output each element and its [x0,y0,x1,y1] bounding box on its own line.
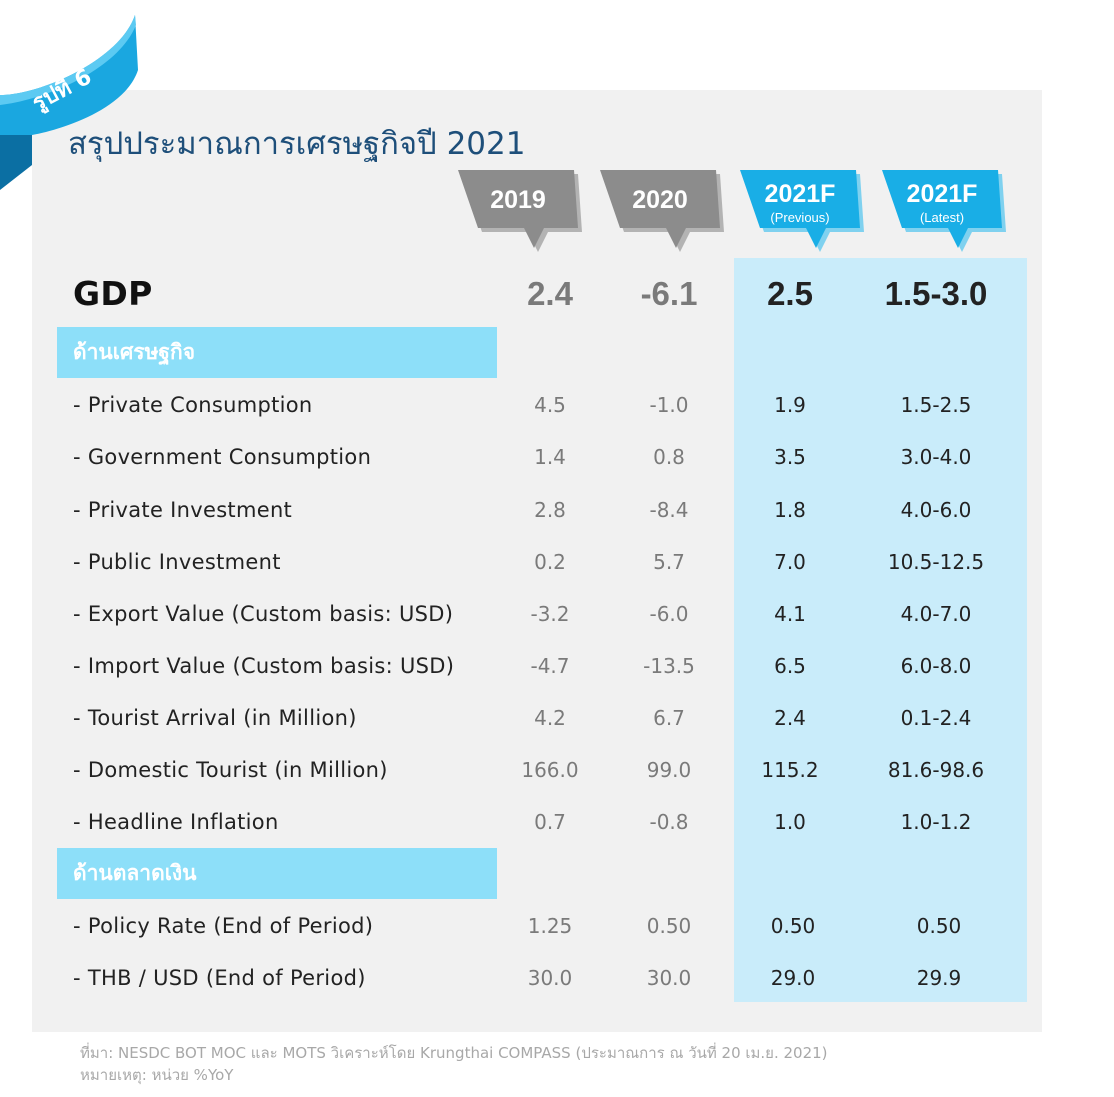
table-row: - THB / USD (End of Period) 30.0 30.0 29… [0,958,1114,998]
value-2021f-latest: 4.0-7.0 [900,602,972,626]
row-label: - Export Value (Custom basis: USD) [73,602,454,626]
column-year: 2021F [764,180,836,208]
table-row: - Public Investment 0.2 5.7 7.0 10.5-12.… [0,542,1114,582]
value-2020: 0.50 [646,914,692,938]
value-2020: -0.8 [649,810,689,834]
value-2021f-previous: 1.9 [774,393,806,417]
value-2021f-latest: 0.50 [916,914,962,938]
value-2021f-previous: 2.4 [774,706,806,730]
value-2020: 30.0 [646,966,692,990]
table-row: - Import Value (Custom basis: USD) -4.7 … [0,646,1114,686]
row-label: - Private Consumption [73,393,313,417]
section-header-money-market: ด้านตลาดเงิน [57,848,497,899]
value-2019: 2.8 [534,498,566,522]
table-row: - Export Value (Custom basis: USD) -3.2 … [0,594,1114,634]
unit-note: หมายเหตุ: หน่วย %YoY [80,1066,234,1084]
table-row: - Tourist Arrival (in Million) 4.2 6.7 2… [0,698,1114,738]
value-2021f-previous: 115.2 [761,758,819,782]
value-2020: -13.5 [643,654,695,678]
value-2021f-latest: 29.9 [916,966,962,990]
value-2020: 99.0 [646,758,692,782]
value-2021f-latest: 1.5-3.0 [884,275,988,312]
value-2019: 2.4 [527,275,573,312]
value-2021f-previous: 7.0 [774,550,806,574]
gray-tag-shape [458,170,582,252]
row-label: - Policy Rate (End of Period) [73,914,374,938]
page-title: สรุปประมาณการเศรษฐกิจปี 2021 [68,126,526,162]
value-2019: 166.0 [521,758,579,782]
column-sub: (Previous) [770,210,830,225]
value-2019: -4.7 [530,654,570,678]
value-2020: -6.0 [649,602,689,626]
row-label: - THB / USD (End of Period) [73,966,366,990]
blue-tag-shape [740,170,864,252]
blue-tag-shape [882,170,1006,252]
value-2019: 0.2 [534,550,566,574]
row-label: - Government Consumption [73,445,372,469]
value-2021f-latest: 4.0-6.0 [900,498,972,522]
column-year: 2020 [632,186,688,214]
value-2021f-previous: 4.1 [774,602,806,626]
value-2021f-latest: 81.6-98.6 [887,758,985,782]
value-2019: 4.2 [534,706,566,730]
forecast-highlight [734,258,1027,1002]
value-2021f-previous: 3.5 [774,445,806,469]
column-year: 2021F [906,180,978,208]
value-2019: 1.25 [527,914,573,938]
column-header-2019: 2019 [458,170,588,262]
value-2019: 4.5 [534,393,566,417]
row-label: - Import Value (Custom basis: USD) [73,654,455,678]
value-2019: 0.7 [534,810,566,834]
value-2021f-latest: 6.0-8.0 [900,654,972,678]
value-2021f-latest: 1.0-1.2 [900,810,972,834]
value-2019: 30.0 [527,966,573,990]
value-2020: 0.8 [653,445,685,469]
value-2021f-previous: 1.0 [774,810,806,834]
column-header-2021f-latest: 2021F (Latest) [882,170,1012,262]
value-2021f-previous: 6.5 [774,654,806,678]
row-label: - Domestic Tourist (in Million) [73,758,388,782]
row-label: - Private Investment [73,498,293,522]
row-label: GDP [73,274,153,313]
source-note: ที่มา: NESDC BOT MOC และ MOTS วิเคราะห์โ… [80,1044,828,1062]
table-row: - Domestic Tourist (in Million) 166.0 99… [0,750,1114,790]
value-2020: 6.7 [653,706,685,730]
column-header-2020: 2020 [600,170,730,262]
gdp-row: GDP 2.4 -6.1 2.5 1.5-3.0 [0,266,1114,322]
value-2021f-previous: 0.50 [770,914,816,938]
table-row: - Policy Rate (End of Period) 1.25 0.50 … [0,906,1114,946]
gray-tag-shape [600,170,724,252]
row-label: - Tourist Arrival (in Million) [73,706,357,730]
row-label: - Headline Inflation [73,810,279,834]
value-2019: -3.2 [530,602,570,626]
value-2021f-latest: 0.1-2.4 [900,706,972,730]
value-2020: -8.4 [649,498,689,522]
value-2021f-latest: 3.0-4.0 [900,445,972,469]
row-label: - Public Investment [73,550,281,574]
value-2021f-previous: 1.8 [774,498,806,522]
value-2021f-latest: 10.5-12.5 [887,550,985,574]
figure-ribbon [0,15,138,190]
table-row: - Headline Inflation 0.7 -0.8 1.0 1.0-1.… [0,802,1114,842]
value-2021f-latest: 1.5-2.5 [900,393,972,417]
table-row: - Government Consumption 1.4 0.8 3.5 3.0… [0,437,1114,477]
value-2020: 5.7 [653,550,685,574]
value-2019: 1.4 [534,445,566,469]
value-2020: -1.0 [649,393,689,417]
column-year: 2019 [490,186,546,214]
value-2021f-previous: 2.5 [767,275,813,312]
value-2021f-previous: 29.0 [770,966,816,990]
table-row: - Private Investment 2.8 -8.4 1.8 4.0-6.… [0,490,1114,530]
column-sub: (Latest) [919,210,965,225]
section-header-economy: ด้านเศรษฐกิจ [57,327,497,378]
column-header-2021f-previous: 2021F (Previous) [740,170,870,262]
value-2020: -6.1 [640,275,698,312]
table-row: - Private Consumption 4.5 -1.0 1.9 1.5-2… [0,385,1114,425]
